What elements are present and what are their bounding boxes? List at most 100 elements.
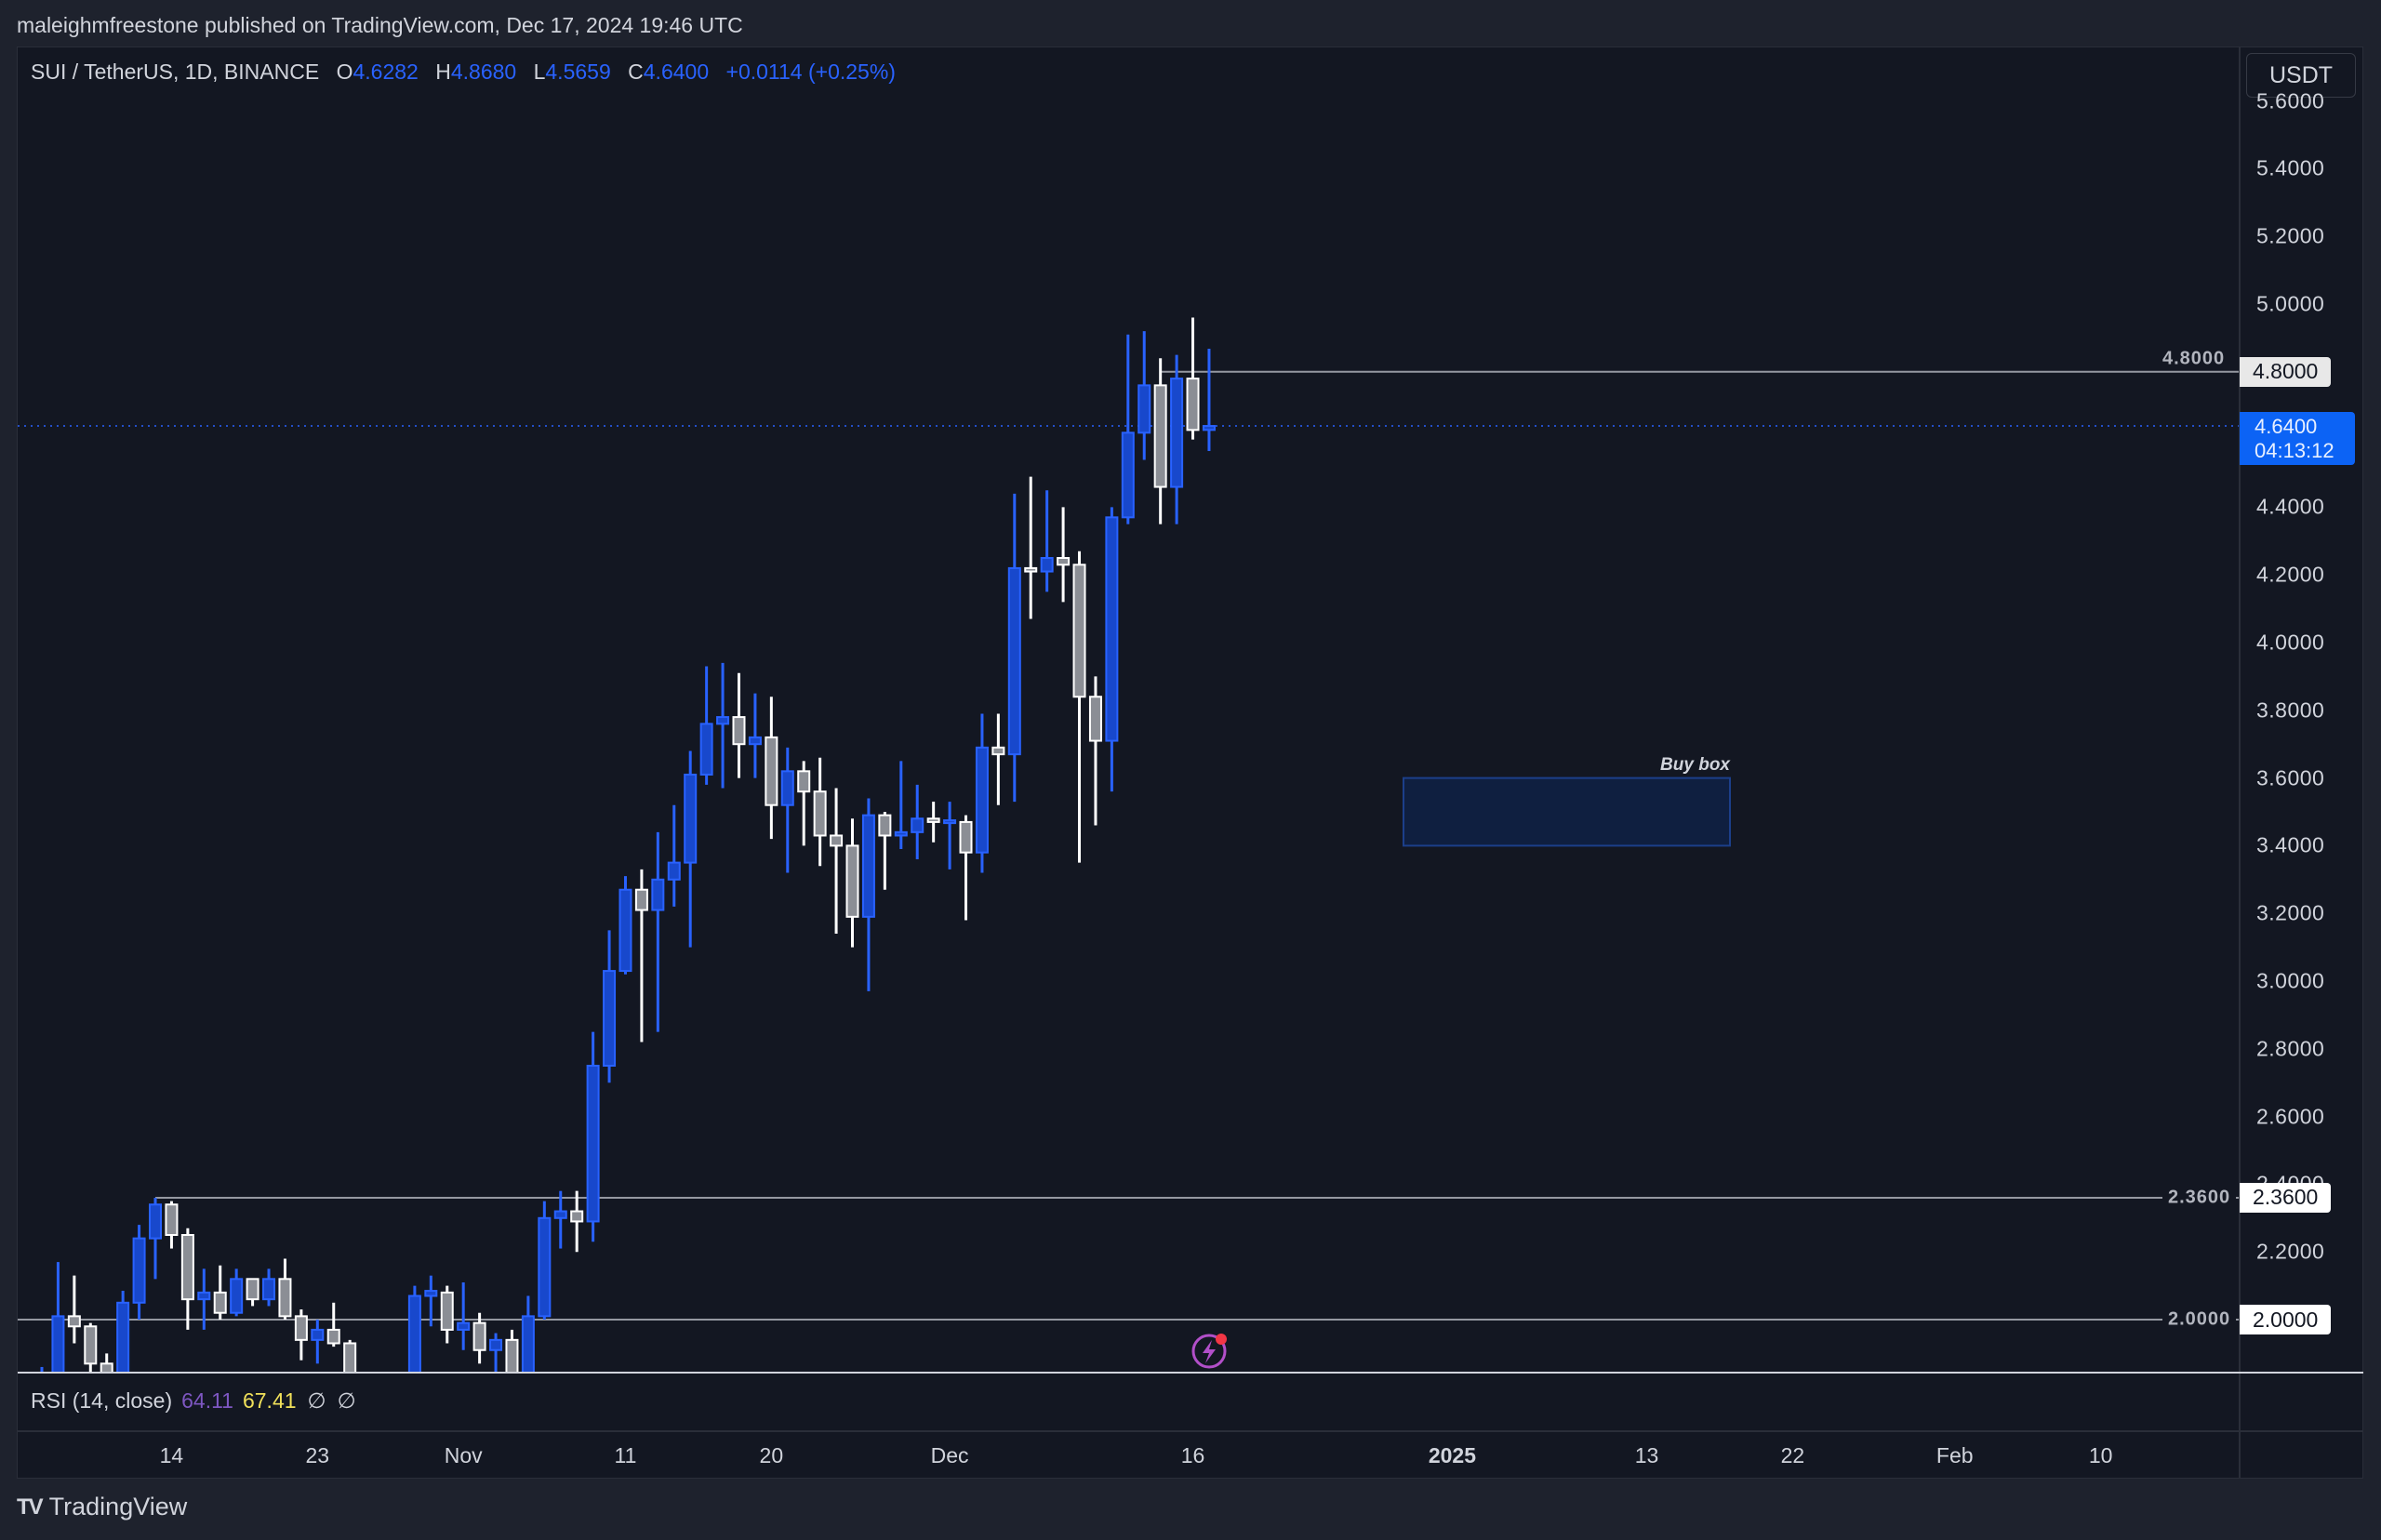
candle — [878, 812, 892, 890]
time-axis-label: 13 — [1634, 1443, 1659, 1467]
price-axis-label: 5.0000 — [2256, 291, 2325, 316]
candle — [1153, 358, 1167, 524]
high-label: H — [435, 60, 451, 84]
candle — [586, 1031, 600, 1242]
rsi-value: 64.11 — [181, 1388, 233, 1413]
candle — [1202, 349, 1216, 452]
time-axis-label: 10 — [2088, 1443, 2113, 1467]
candle — [991, 713, 1005, 805]
time-axis-label: Dec — [930, 1443, 969, 1467]
candle — [1007, 493, 1021, 803]
candle — [830, 788, 844, 935]
currency-button[interactable]: USDT — [2246, 53, 2356, 98]
candle — [149, 1197, 163, 1280]
time-axis-label: Nov — [444, 1443, 483, 1467]
candle — [262, 1268, 276, 1307]
price-axis-label: 3.4000 — [2256, 832, 2325, 857]
candle — [667, 804, 681, 907]
price-axis-label: 2.2000 — [2256, 1239, 2325, 1264]
candle — [651, 831, 665, 1032]
candle — [926, 802, 940, 843]
hline-inline-label: 2.3600 — [2162, 1187, 2237, 1209]
candle — [440, 1285, 454, 1344]
candle — [361, 1374, 372, 1414]
price-axis-label: 3.8000 — [2256, 697, 2325, 723]
price-axis-label: 3.0000 — [2256, 968, 2325, 993]
candle — [813, 757, 827, 867]
candle — [505, 1329, 519, 1373]
candle — [699, 666, 713, 785]
rsi-ma-value: 67.41 — [242, 1388, 297, 1413]
candle — [213, 1265, 227, 1320]
candle — [1186, 317, 1200, 440]
candle — [619, 876, 632, 975]
candle — [457, 1281, 471, 1350]
candle — [472, 1312, 486, 1364]
bar-countdown: 04:13:12 — [2255, 439, 2334, 462]
time-axis-label: 20 — [759, 1443, 784, 1467]
candle — [975, 713, 989, 873]
price-axis-label: 4.2000 — [2256, 562, 2325, 587]
hline-price-tag: 2.3600 — [2240, 1182, 2332, 1213]
price-axis-label: 5.4000 — [2256, 155, 2325, 180]
candle — [197, 1268, 211, 1330]
candle — [100, 1353, 113, 1373]
price-axis-label: 5.2000 — [2256, 223, 2325, 248]
candle — [132, 1225, 146, 1320]
price-pane — [18, 317, 2240, 1421]
chart-frame — [17, 46, 2363, 1479]
high-value: 4.8680 — [450, 60, 517, 84]
candle — [165, 1201, 179, 1249]
candle — [1170, 354, 1184, 524]
hline-inline-label: 4.8000 — [2162, 348, 2226, 369]
candle — [861, 798, 875, 991]
candle — [326, 1302, 340, 1348]
lightning-alert-icon — [1191, 1334, 1227, 1369]
price-axis-label: 4.4000 — [2256, 494, 2325, 519]
open-value: 4.6282 — [352, 60, 419, 84]
brand-name: TradingView — [48, 1493, 188, 1520]
symbol-legend: SUI / TetherUS, 1D, BINANCE O4.6282 H4.8… — [31, 60, 896, 85]
time-axis-label: Feb — [1935, 1443, 1974, 1467]
close-value: 4.6400 — [643, 60, 710, 84]
price-axis-label: 5.6000 — [2256, 88, 2325, 113]
candle — [780, 747, 794, 873]
candle — [1040, 490, 1054, 592]
candle — [116, 1291, 130, 1373]
candle — [521, 1295, 535, 1373]
candle — [230, 1268, 244, 1317]
candle — [538, 1201, 552, 1320]
candle — [392, 1377, 404, 1421]
candle — [180, 1228, 194, 1330]
candle — [553, 1190, 567, 1249]
price-axis-label: 2.6000 — [2256, 1104, 2325, 1129]
candle — [765, 697, 778, 840]
time-axis-label: 23 — [305, 1443, 330, 1467]
candle — [67, 1275, 81, 1344]
symbol-title[interactable]: SUI / TetherUS, 1D, BINANCE — [31, 60, 320, 84]
candle — [489, 1333, 503, 1373]
rsi-legend: RSI (14, close) 64.11 67.41 ∅ ∅ — [31, 1388, 356, 1414]
candle — [1105, 507, 1119, 792]
rsi-na-1: ∅ — [307, 1388, 326, 1413]
footer-brand: TV TradingView — [17, 1493, 187, 1521]
current-price-value: 4.6400 — [2255, 415, 2318, 438]
candle — [1072, 551, 1086, 863]
candle — [424, 1275, 438, 1327]
candle — [278, 1258, 292, 1320]
candle — [732, 672, 746, 778]
time-axis-label: 22 — [1780, 1443, 1805, 1467]
open-label: O — [336, 60, 353, 84]
candle — [959, 815, 973, 921]
hline-inline-label: 2.0000 — [2162, 1308, 2237, 1331]
current-price-tag: 4.6400 04:13:12 — [2240, 412, 2355, 465]
rsi-na-2: ∅ — [337, 1388, 356, 1413]
rsi-title[interactable]: RSI (14, close) — [31, 1388, 173, 1413]
time-axis-label: 11 — [614, 1443, 637, 1467]
candle — [1121, 334, 1135, 524]
candle — [570, 1190, 584, 1253]
candle — [748, 693, 762, 778]
candle — [311, 1320, 325, 1364]
candle — [407, 1285, 421, 1373]
